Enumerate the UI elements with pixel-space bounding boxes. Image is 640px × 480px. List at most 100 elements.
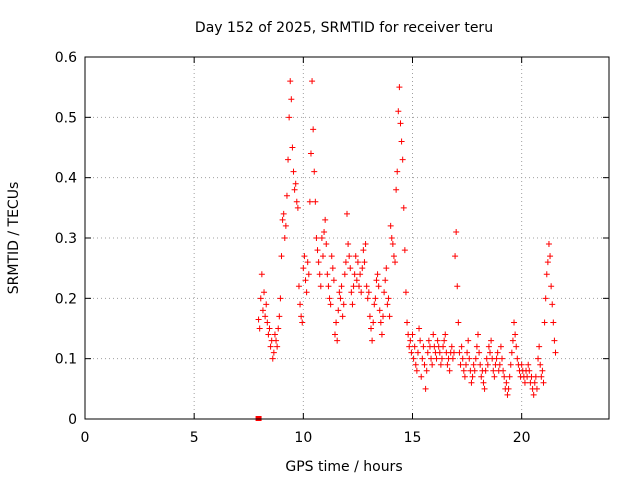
data-point [274,343,281,350]
data-point [381,289,388,296]
data-point [263,301,270,308]
data-point [390,253,397,260]
data-point [366,313,373,320]
data-point [545,241,552,248]
data-point [500,367,507,374]
data-point [276,313,283,320]
data-point [310,126,317,133]
data-point [324,271,331,278]
data-point [295,283,302,290]
data-point [480,379,487,386]
y-tick-label: 0.1 [55,352,77,368]
data-point [292,180,299,187]
data-point [444,361,451,368]
data-point [497,343,504,350]
data-point [309,78,316,85]
data-point [339,313,346,320]
data-point [326,295,333,302]
data-point [452,253,459,260]
data-point [354,259,361,266]
data-point [533,385,540,392]
data-point [538,373,545,380]
data-point [478,373,485,380]
data-point [540,379,547,386]
data-point [377,319,384,326]
data-point [372,295,379,302]
data-point [371,301,378,308]
data-point [535,355,542,362]
data-point [294,204,301,211]
data-point [434,337,441,344]
data-point [441,337,448,344]
data-points [255,78,559,421]
data-point [325,283,332,290]
data-point [340,301,347,308]
data-point [365,289,372,296]
data-point [430,331,437,338]
data-point [437,361,444,368]
data-point [316,271,323,278]
data-point [543,271,550,278]
data-point [416,325,423,332]
y-axis-label: SRMTID / TECUs [6,182,22,295]
data-point [466,355,473,362]
data-point [369,337,376,344]
data-point [335,307,342,314]
data-point [509,337,516,344]
axis-ticks: 0 0.1 0.2 0.3 0.4 0.5 0.6 0 5 10 15 20 [55,50,609,446]
data-point [361,259,368,266]
data-point [297,301,304,308]
data-point [393,186,400,193]
data-point [363,283,370,290]
data-point [278,253,285,260]
data-point [318,235,325,241]
data-point [551,337,558,344]
data-point [300,265,307,272]
data-point [448,343,455,350]
data-point [433,355,440,362]
data-point [353,277,360,284]
data-point [418,373,425,380]
data-point [283,192,290,199]
data-point [512,331,519,338]
data-point [450,349,457,356]
data-point [383,265,390,272]
data-point [359,265,366,272]
data-point [514,355,521,362]
data-point [420,343,427,350]
data-point [458,343,465,350]
data-point [484,361,491,368]
data-point [422,385,429,392]
data-point [459,355,466,362]
data-point [504,391,511,398]
data-point [521,379,528,386]
data-point [425,337,432,344]
data-point [327,301,334,308]
data-point [348,289,355,296]
data-point [407,337,414,344]
data-point [483,355,490,362]
data-point [387,222,394,229]
data-point [392,259,399,266]
data-point [314,247,321,254]
data-point [291,186,298,193]
data-point [412,361,419,368]
data-point [264,319,271,326]
data-point [330,277,337,284]
data-point [342,259,349,266]
data-point [338,283,345,290]
data-point [312,198,319,205]
data-point [350,283,357,290]
data-point [269,355,276,362]
data-point [475,331,481,338]
data-point [362,241,369,248]
data-point [457,361,464,368]
data-point [349,301,356,308]
data-point [417,337,424,344]
data-point [493,355,500,362]
data-point [289,144,296,151]
data-point [286,114,293,121]
data-point [537,361,544,368]
data-point [436,349,443,356]
